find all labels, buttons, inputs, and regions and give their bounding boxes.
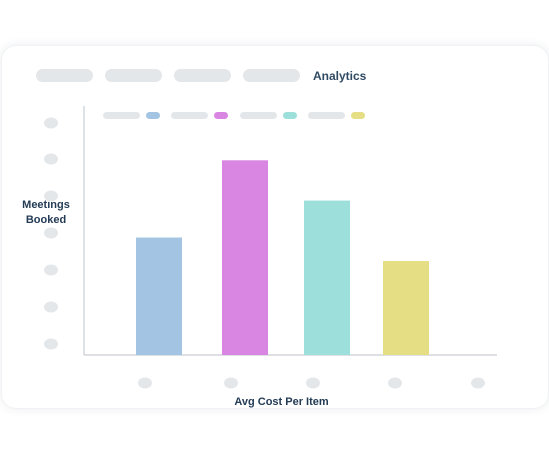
bar-4 (383, 261, 429, 355)
bar-3 (304, 200, 350, 355)
x-axis-label: Avg Cost Per Item (234, 396, 329, 408)
legend-swatch-3 (283, 112, 297, 119)
y-tick-label-1 (44, 117, 58, 129)
y-axis-label: Meetings Booked (22, 199, 70, 226)
legend-swatch-1 (146, 112, 160, 119)
x-tick-label-1 (138, 377, 152, 389)
chart-card (2, 46, 548, 408)
bar-1 (136, 237, 182, 355)
x-tick-label-5 (471, 377, 485, 389)
tab-analytics[interactable]: Analytics (313, 69, 367, 83)
y-tick-label-3 (44, 190, 58, 202)
legend-swatch-2 (214, 112, 228, 119)
legend-label-3 (240, 112, 277, 119)
x-tick-label-2 (224, 377, 238, 389)
bar-2 (222, 160, 268, 355)
tab-placeholder-4[interactable] (243, 68, 300, 82)
tab-placeholder-2[interactable] (105, 68, 162, 82)
legend-label-2 (171, 112, 208, 119)
x-tick-label-4 (388, 377, 402, 389)
y-tick-label-2 (44, 153, 58, 165)
tab-placeholder-1[interactable] (36, 68, 93, 82)
y-tick-label-5 (44, 264, 58, 276)
legend-label-1 (103, 112, 140, 119)
y-tick-label-7 (44, 338, 58, 350)
x-tick-label-3 (306, 377, 320, 389)
legend-swatch-4 (351, 112, 365, 119)
tab-placeholder-3[interactable] (174, 68, 231, 82)
legend-label-4 (308, 112, 345, 119)
y-tick-label-6 (44, 301, 58, 313)
tab-bar (36, 68, 300, 82)
y-tick-label-4 (44, 227, 58, 239)
